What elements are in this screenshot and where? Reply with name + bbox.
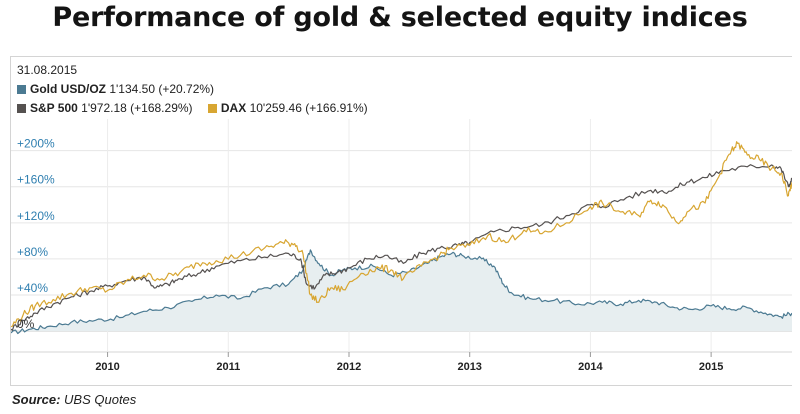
legend-item-dax[interactable]: DAX 10'259.46 (+166.91%) <box>207 101 368 115</box>
x-tick-label: 2012 <box>337 361 361 373</box>
legend-value-gold: 1'134.50 (+20.72%) <box>109 82 215 96</box>
legend-row-2: S&P 500 1'972.18 (+168.29%) DAX 10'259.4… <box>17 101 380 115</box>
legend-item-gold[interactable]: Gold USD/OZ 1'134.50 (+20.72%) <box>17 82 214 96</box>
chart-plot: 2010 2011 2012 2013 2014 2015 0% +40% +80% +120% +… <box>11 119 792 373</box>
source-note: Source: UBS Quotes <box>12 392 136 407</box>
x-tick-label: 2014 <box>578 361 603 373</box>
y-tick-label: +160% <box>17 173 55 187</box>
legend-value-dax: 10'259.46 (+166.91%) <box>249 101 368 115</box>
y-tick-label: +120% <box>17 209 55 223</box>
series-line-dax <box>11 141 792 328</box>
legend-item-sp500[interactable]: S&P 500 1'972.18 (+168.29%) <box>17 101 193 115</box>
x-tick-label: 2013 <box>457 361 481 373</box>
x-tick-label: 2015 <box>699 361 723 373</box>
chart-panel: 2010 2011 2012 2013 2014 2015 0% +40% +80% +120% +… <box>10 56 792 386</box>
x-tick-label: 2011 <box>216 361 240 373</box>
legend-name-sp500: S&P 500 <box>30 101 78 115</box>
series-line-s-p-500 <box>11 164 792 331</box>
legend-swatch-sp500 <box>17 104 26 113</box>
y-tick-label: 0% <box>17 317 35 331</box>
legend-date: 31.08.2015 <box>17 63 78 77</box>
source-value: UBS Quotes <box>64 392 137 407</box>
series-line-gold-usd-oz <box>11 249 792 335</box>
x-tick-label: 2010 <box>95 361 119 373</box>
legend-name-gold: Gold USD/OZ <box>30 82 106 96</box>
source-label: Source: <box>12 392 61 407</box>
legend-swatch-dax <box>207 104 217 113</box>
legend-swatch-gold <box>17 85 26 94</box>
y-tick-label: +40% <box>17 281 48 295</box>
chart-title: Performance of gold & selected equity in… <box>52 2 748 33</box>
legend-name-dax: DAX <box>220 101 247 115</box>
y-tick-label: +200% <box>17 137 55 151</box>
y-tick-label: +80% <box>17 245 48 259</box>
gold-area-fill <box>11 249 792 334</box>
legend-value-sp500: 1'972.18 (+168.29%) <box>81 101 193 115</box>
legend-row-1: Gold USD/OZ 1'134.50 (+20.72%) <box>17 82 226 96</box>
